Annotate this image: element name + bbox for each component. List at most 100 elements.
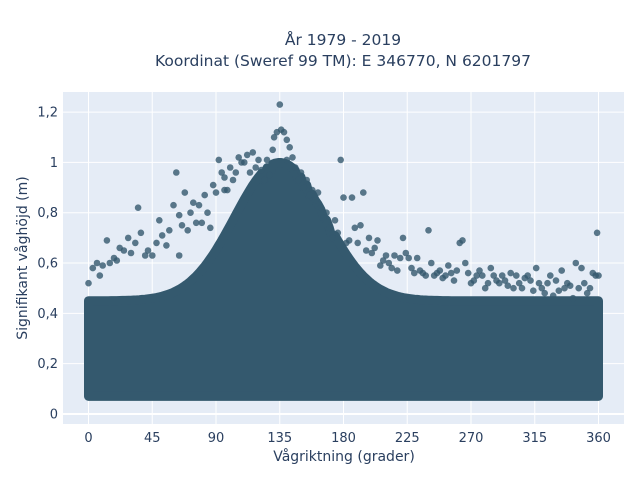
data-point (96, 272, 104, 279)
chart-title-line-1: År 1979 - 2019 (285, 30, 401, 49)
y-tick-label: 0 (50, 407, 58, 422)
data-point (207, 224, 214, 232)
data-point (422, 272, 430, 279)
data-point (470, 277, 478, 284)
y-tick-label: 1,2 (37, 106, 58, 121)
data-point (357, 222, 364, 229)
data-point (320, 214, 328, 222)
data-point (428, 259, 435, 267)
data-point (93, 259, 101, 267)
data-point (269, 146, 277, 154)
data-point (149, 252, 156, 259)
data-point (306, 191, 313, 199)
data-point (360, 189, 367, 196)
data-point (436, 267, 444, 274)
data-point (163, 242, 170, 249)
data-point (524, 272, 531, 279)
data-point (132, 239, 139, 247)
data-point (578, 264, 585, 272)
x-axis-title: Vågriktning (grader) (273, 448, 415, 465)
data-point (266, 171, 274, 179)
data-point (396, 254, 404, 262)
data-point (586, 284, 594, 292)
data-point (190, 199, 197, 206)
data-point (303, 176, 311, 184)
data-point (459, 237, 466, 244)
data-point (294, 176, 302, 184)
data-point (175, 252, 183, 259)
data-point (317, 204, 325, 211)
data-point (181, 189, 189, 196)
data-point (204, 209, 211, 216)
data-point (498, 272, 506, 279)
data-point (496, 279, 503, 287)
data-point (484, 279, 492, 287)
chart-title-line-2: Koordinat (Sweref 99 TM): E 346770, N 62… (155, 52, 531, 70)
data-point (405, 254, 413, 262)
data-point (300, 184, 308, 191)
data-point (552, 277, 560, 284)
x-tick-label: 45 (144, 431, 161, 446)
data-point (453, 267, 461, 274)
data-point (442, 272, 449, 279)
data-point (532, 264, 540, 272)
y-tick-labels: 0 0,2 0,4 0,6 0,8 1 1,2 (37, 106, 58, 423)
data-point (583, 289, 591, 297)
data-point (411, 269, 418, 277)
data-point (351, 224, 359, 232)
data-point (371, 244, 379, 252)
data-point (103, 237, 111, 244)
point-cloud (84, 158, 603, 401)
data-point (555, 287, 563, 295)
x-tick-label: 225 (395, 431, 420, 446)
data-point (241, 159, 248, 166)
data-points (85, 101, 602, 302)
data-point (195, 201, 203, 209)
data-point (379, 257, 387, 264)
data-point (198, 219, 206, 227)
data-point (464, 269, 472, 277)
data-point (173, 169, 180, 176)
data-point (337, 156, 345, 164)
x-tick-label: 360 (586, 431, 611, 446)
data-point (595, 272, 602, 279)
data-point (127, 249, 135, 257)
data-point (283, 136, 291, 144)
x-tick-label: 0 (84, 431, 92, 446)
data-point (547, 272, 554, 279)
data-point (260, 176, 268, 184)
data-point (345, 237, 353, 244)
data-point (365, 234, 373, 242)
data-point (501, 277, 509, 284)
data-point (445, 262, 452, 269)
data-point (249, 149, 257, 156)
data-point (581, 279, 588, 287)
data-point (323, 209, 330, 216)
data-point (510, 284, 517, 292)
x-tick-label: 135 (267, 431, 292, 446)
data-point (255, 156, 262, 164)
data-point (507, 269, 514, 277)
data-point (221, 186, 228, 194)
data-point (354, 239, 362, 247)
data-point (187, 209, 194, 216)
y-tick-label: 0,4 (37, 307, 58, 322)
data-point (575, 284, 582, 292)
data-point (513, 272, 520, 279)
data-point (235, 154, 242, 161)
data-point (374, 237, 381, 244)
y-tick-label: 0,8 (37, 206, 58, 221)
data-point (289, 154, 296, 161)
x-tick-label: 90 (208, 431, 225, 446)
data-point (450, 277, 458, 284)
data-point (413, 254, 421, 262)
data-point (402, 249, 410, 257)
data-point (382, 252, 390, 259)
data-point (106, 259, 114, 267)
data-point (535, 279, 543, 287)
data-point (362, 247, 370, 254)
data-point (276, 101, 284, 108)
data-point (246, 169, 254, 176)
y-axis-title: Signifikant våghöjd (m) (14, 176, 31, 339)
